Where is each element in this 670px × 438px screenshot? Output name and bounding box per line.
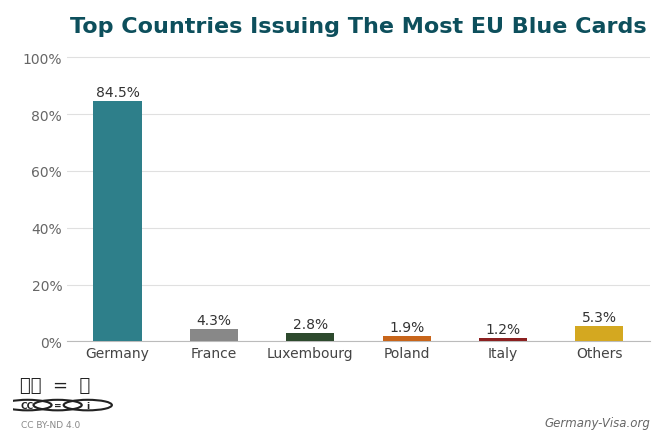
Text: 84.5%: 84.5% [96,86,139,100]
Text: 1.2%: 1.2% [485,322,521,336]
Text: 1.9%: 1.9% [389,320,424,334]
Bar [479,338,527,342]
Text: Germany-Visa.org: Germany-Visa.org [544,416,650,429]
Text: =: = [54,401,62,410]
Text: 4.3%: 4.3% [196,314,231,328]
Bar [190,329,238,342]
Bar [94,102,141,342]
Bar [383,336,431,342]
Text: CC: CC [21,401,34,410]
Text: CC BY-ND 4.0: CC BY-ND 4.0 [21,420,80,429]
Bar [286,334,334,342]
Text: i: i [86,401,89,410]
Title: Top Countries Issuing The Most EU Blue Cards: Top Countries Issuing The Most EU Blue C… [70,17,647,37]
Text: 2.8%: 2.8% [293,318,328,332]
Text: ⒸⒸ  =  Ⓘ: ⒸⒸ = Ⓘ [20,376,90,394]
Text: 5.3%: 5.3% [582,311,617,325]
Bar [576,327,623,342]
